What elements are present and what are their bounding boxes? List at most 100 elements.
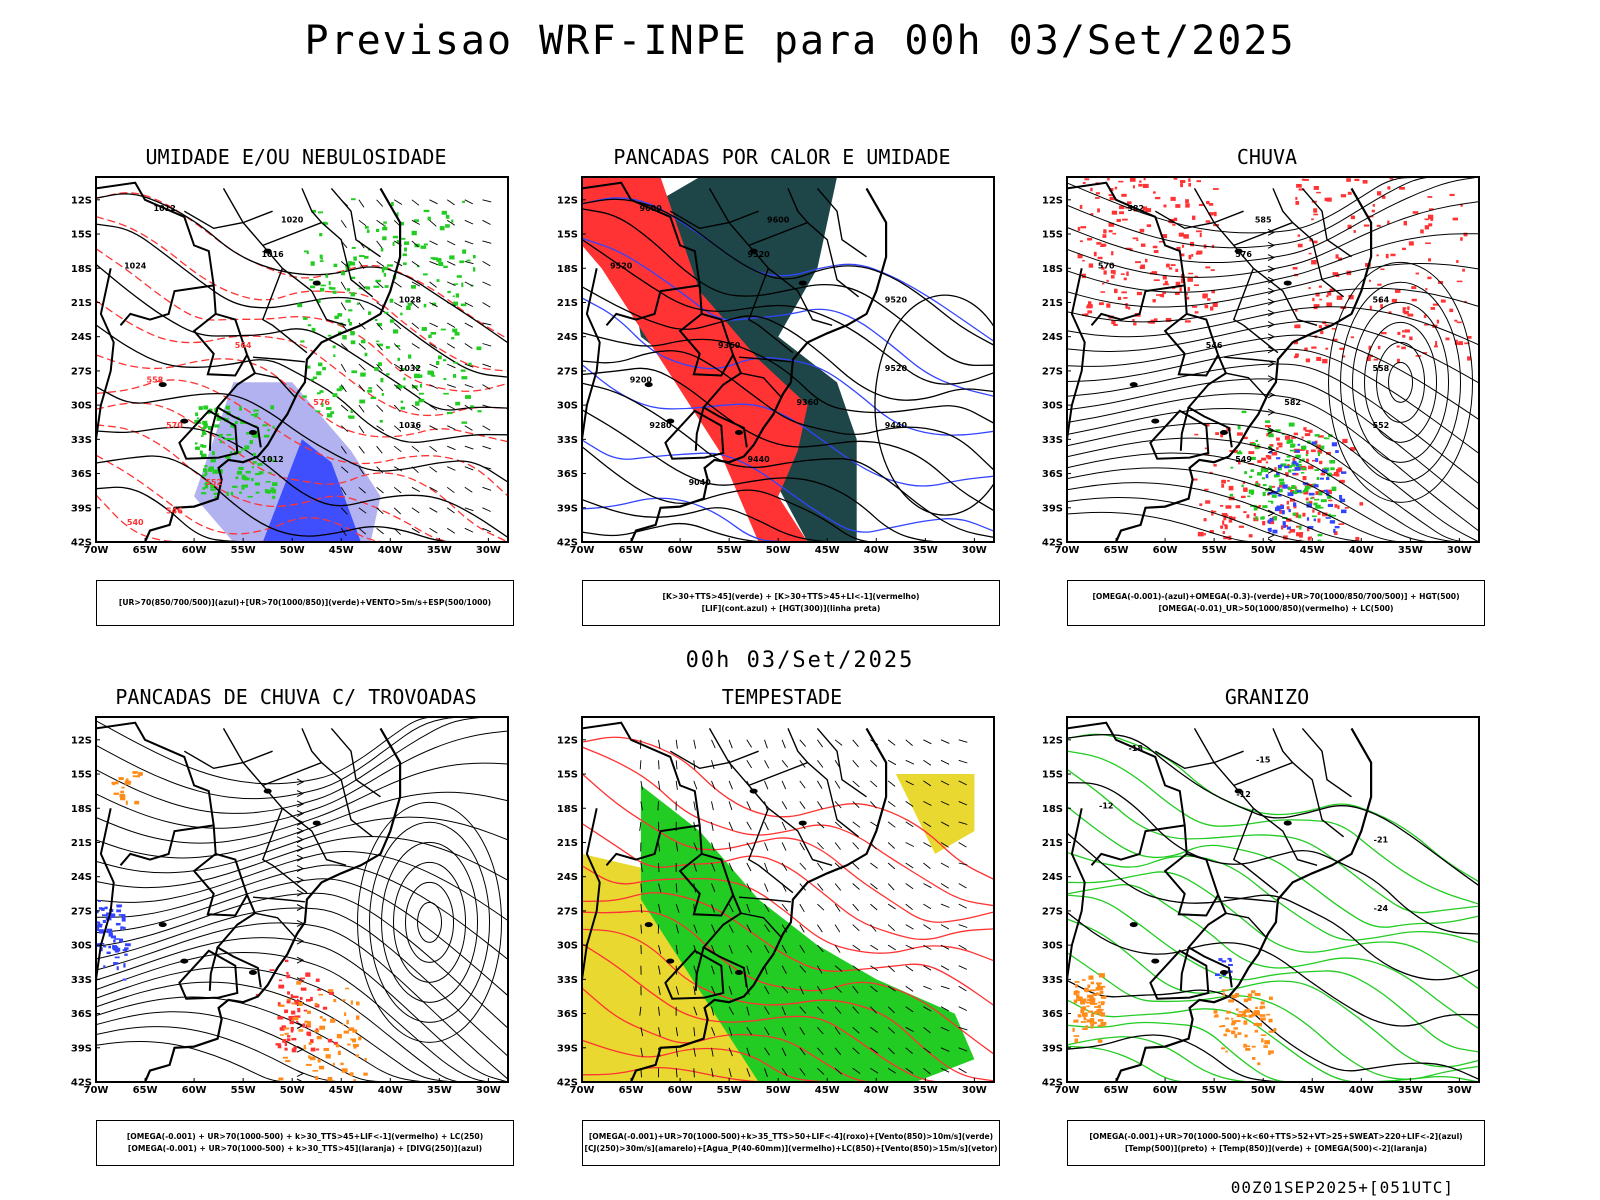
- rain-red-speckle: [1241, 495, 1246, 499]
- run-footer: 00Z01SEP2025+[051UTC]: [1230, 1178, 1454, 1197]
- hgt300-contour: [582, 350, 994, 471]
- omega-orange-speckle: [1084, 987, 1089, 992]
- wind-vector: [482, 240, 492, 244]
- wind-vector: [429, 445, 437, 452]
- state-border: [254, 912, 296, 938]
- rain-red-speckle: [1162, 275, 1167, 280]
- gyre-contour: [1352, 301, 1450, 463]
- wind-vector: [711, 760, 715, 770]
- rain-green-speckle: [1257, 443, 1260, 448]
- map-svg: CHUVA58258557657056455855254954658212S15…: [1042, 145, 1480, 560]
- rain-red-speckle: [1198, 203, 1204, 206]
- omega-orange-speckle: [1213, 1010, 1218, 1014]
- lake-shape: [248, 970, 257, 975]
- wind-vector: [799, 801, 806, 809]
- rain-red-speckle: [1428, 258, 1431, 262]
- humidity-low-speckle: [420, 245, 427, 249]
- humidity-low-speckle: [375, 279, 381, 283]
- rain-green-speckle: [1316, 476, 1320, 480]
- storm-orange-speckle: [278, 1004, 285, 1007]
- state-border: [281, 807, 347, 866]
- streamline-arrow: [1267, 427, 1276, 434]
- rain-red-speckle: [1118, 205, 1125, 210]
- humidity-low-speckle: [453, 301, 459, 306]
- streamline-arrow: [296, 937, 305, 945]
- wind-vector: [464, 425, 473, 431]
- contour-label: -21: [1374, 835, 1389, 844]
- rain-green-speckle: [1253, 507, 1258, 511]
- gyre-contour: [369, 821, 491, 1023]
- humidity-low-speckle: [452, 328, 458, 333]
- rain-red-speckle: [1423, 171, 1429, 173]
- rain-red-speckle: [1305, 429, 1311, 432]
- rain-red-speckle: [1209, 213, 1213, 216]
- rain-red-speckle: [1430, 307, 1436, 310]
- rain-red-speckle: [1456, 280, 1463, 283]
- rain-blue-speckle: [1277, 494, 1282, 497]
- omega-orange-speckle: [1097, 1019, 1104, 1022]
- humidity-low-speckle: [383, 221, 387, 224]
- humidity-low-speckle: [340, 271, 346, 276]
- rain-green-speckle: [1311, 515, 1317, 518]
- lake-shape: [1129, 382, 1138, 388]
- rain-red-speckle: [1082, 259, 1085, 262]
- coastline: [143, 727, 402, 1082]
- country-border: [208, 947, 219, 991]
- humidity-low-speckle: [379, 419, 383, 423]
- wind-vector: [446, 527, 456, 534]
- storm-orange-speckle: [333, 998, 337, 1003]
- humidity-low-speckle: [325, 274, 329, 278]
- lat-tick-label: 18S: [557, 804, 578, 815]
- wind-vector: [658, 739, 661, 749]
- rain-red-speckle: [1209, 556, 1211, 560]
- country-border: [192, 313, 248, 377]
- rain-red-speckle: [1363, 224, 1370, 227]
- humidity-low-speckle: [430, 371, 435, 376]
- contour-label: 9200: [630, 375, 653, 384]
- wind-vector: [340, 404, 349, 412]
- temp850-contour: [1067, 733, 1479, 883]
- streamline: [96, 951, 508, 1082]
- country-border: [1067, 268, 1086, 478]
- rain-red-speckle: [1119, 211, 1125, 215]
- mid-date: 00h 03/Set/2025: [685, 648, 915, 673]
- rain-red-speckle: [1311, 459, 1316, 462]
- wind-vector: [923, 924, 932, 930]
- humidity-low-speckle: [204, 465, 208, 468]
- wind-vector: [870, 903, 878, 911]
- province-outline: [664, 949, 725, 1000]
- main-title: Previsao WRF-INPE para 00h 03/Set/2025: [304, 18, 1296, 64]
- omega-orange-speckle: [1228, 999, 1235, 1003]
- wind-vector: [711, 883, 716, 892]
- contour-label: 552: [1373, 421, 1390, 430]
- humidity-low-speckle: [380, 247, 384, 252]
- rain-red-speckle: [1297, 234, 1301, 237]
- storm-orange-speckle: [284, 1032, 289, 1035]
- omega-orange-speckle: [1264, 1040, 1270, 1045]
- humidity-low-speckle: [300, 340, 305, 343]
- humidity-low-speckle: [219, 440, 223, 444]
- divergence-blue-speckle: [121, 914, 126, 919]
- wind-vector: [887, 924, 896, 932]
- divergence-blue-speckle: [116, 947, 121, 952]
- wind-vector: [905, 821, 914, 828]
- storm-orange-speckle: [337, 1050, 341, 1056]
- wind-vector: [429, 302, 438, 308]
- wind-vector: [429, 219, 437, 227]
- humidity-low-speckle: [255, 473, 261, 476]
- lat-tick-label: 39S: [557, 503, 578, 514]
- humidity-low-speckle: [350, 331, 355, 336]
- rain-red-speckle: [1090, 213, 1093, 215]
- storm-orange-speckle: [121, 786, 125, 789]
- rain-red-speckle: [1342, 438, 1348, 444]
- wind-vector: [781, 1006, 786, 1016]
- humidity-low-speckle: [202, 420, 208, 425]
- lat-tick-label: 12S: [71, 195, 92, 206]
- wind-vector: [834, 1047, 842, 1056]
- humidity-low-speckle: [252, 433, 259, 438]
- contour-label: -24: [1374, 904, 1389, 913]
- humidity-low-speckle: [230, 491, 234, 496]
- humidity-low-speckle: [346, 288, 351, 292]
- lon-tick-label: 70W: [570, 1085, 595, 1096]
- state-border: [787, 188, 809, 224]
